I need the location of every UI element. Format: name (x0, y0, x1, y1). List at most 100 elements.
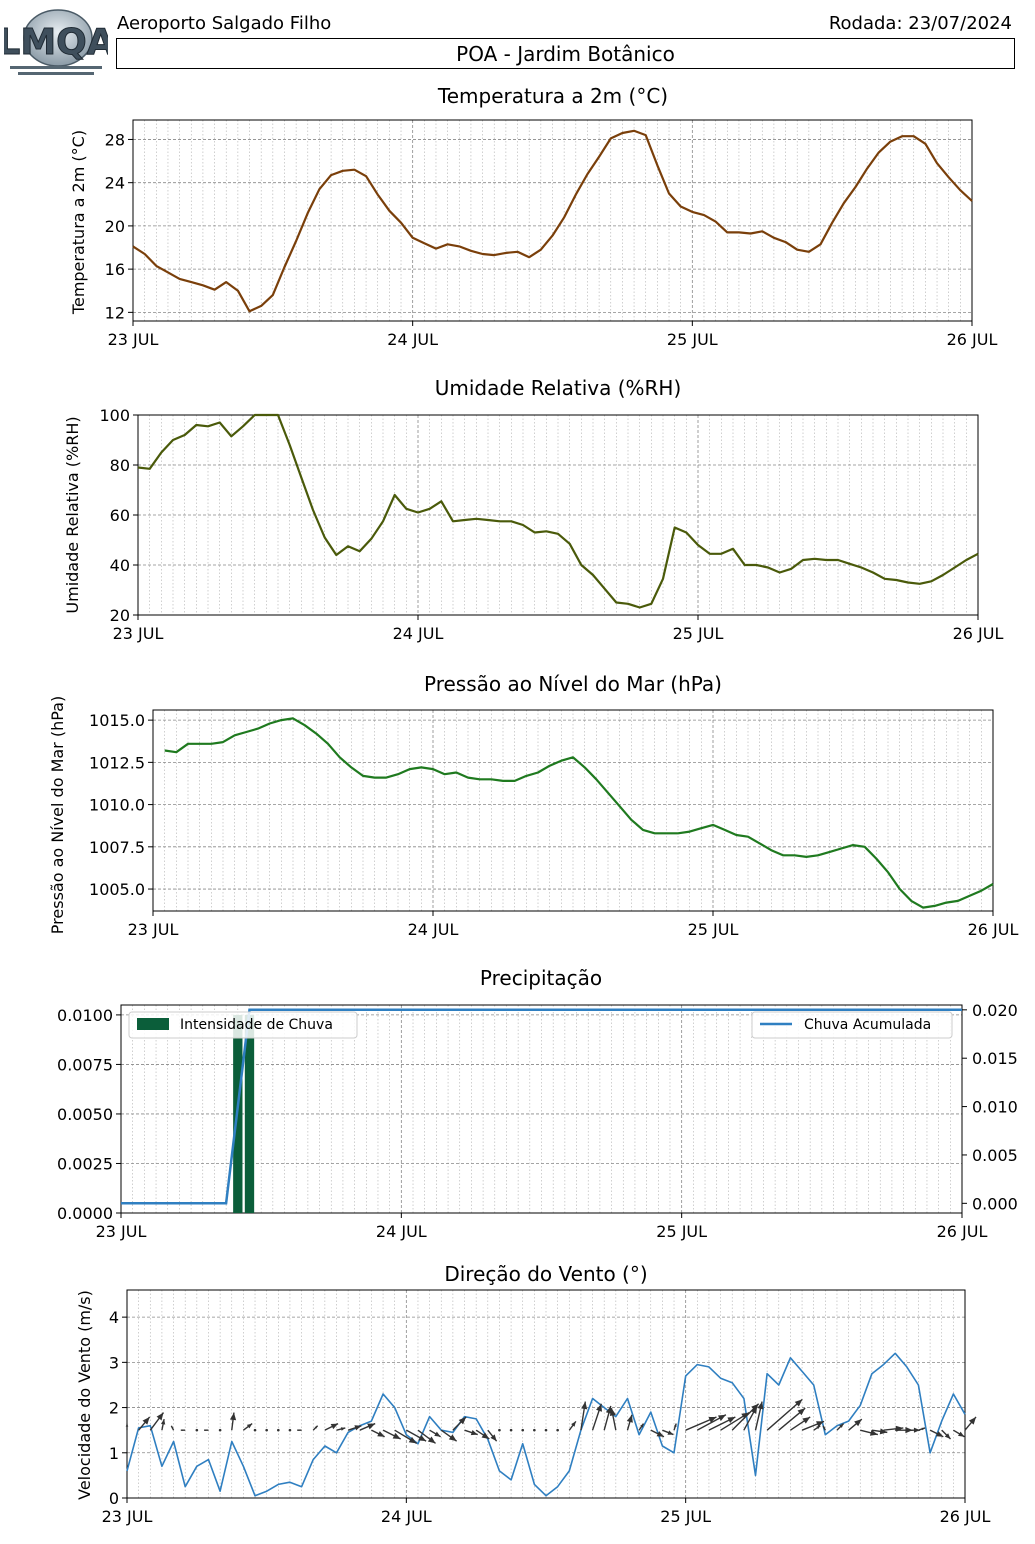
y-tick-label: 0.0000 (57, 1204, 113, 1223)
wind-arrow (591, 1403, 603, 1431)
wind-arrow (336, 1427, 346, 1431)
wind-arrow (312, 1425, 319, 1431)
wind-arrow (860, 1429, 879, 1436)
wind-arrow (822, 1425, 826, 1431)
wind-arrow (170, 1425, 175, 1431)
wind-arrow (429, 1429, 441, 1438)
pressure-line (164, 717, 994, 909)
wind-arrow (509, 1428, 513, 1432)
wind-arrow (685, 1416, 717, 1431)
wind-arrow (138, 1416, 151, 1431)
wind-arrow (778, 1407, 806, 1431)
wind-arrow-head (571, 1421, 576, 1427)
x-tick-label: 23 JUL (102, 1507, 153, 1526)
lmqa-logo: LMQA (0, 4, 115, 82)
x-tick-label: 24 JUL (408, 920, 459, 939)
wind-arrow (475, 1429, 490, 1440)
plot-frame (137, 414, 979, 616)
y-tick-label: 0.0075 (57, 1055, 113, 1074)
wind-arrow (708, 1416, 736, 1431)
wind-arrow (801, 1420, 825, 1431)
plot-area: 12 16 20 24 28 23 JUL 24 JUL 25 JUL 26 JUL (105, 119, 997, 349)
humidity-chart: Umidade Relativa (%RH) Umidade Relativa … (63, 376, 1003, 643)
wind-arrow-head (797, 1408, 806, 1416)
wind-arrow-head (246, 1423, 253, 1429)
plot-area: 0 1 2 3 4 23 JUL 24 JUL 25 JUL 26 JUL (102, 1289, 990, 1526)
x-tick-label: 26 JUL (968, 920, 1019, 939)
wind-arrow (696, 1414, 727, 1431)
logo-graphic: LMQA (0, 9, 115, 75)
y-tick-label: 60 (110, 506, 130, 525)
wind-arrow (918, 1427, 926, 1431)
accumulated-rain-line (121, 1008, 962, 1205)
y-tick-label: 12 (105, 303, 125, 322)
wind-arrow-head (839, 1423, 844, 1428)
run-date-label: Rodada: 23/07/2024 (828, 13, 1012, 34)
wind-arrow-head (640, 1423, 644, 1428)
wind-arrow (440, 1429, 458, 1442)
wind-arrow-head (581, 1401, 588, 1410)
y-axis-label: Umidade Relativa (%RH) (63, 416, 82, 613)
wind-arrow-head (656, 1431, 664, 1437)
wind-arrow-head (879, 1428, 888, 1435)
wind-arrow-head (160, 1419, 166, 1425)
wind-arrow (836, 1423, 845, 1431)
x-tick-label: 24 JUL (387, 330, 438, 349)
x-tick-label: 25 JUL (673, 624, 724, 643)
wind-arrow-shaft (766, 1398, 803, 1431)
wind-arrow (394, 1429, 418, 1444)
wind-arrow-head (418, 1434, 427, 1442)
x-tick-label: 25 JUL (688, 920, 739, 939)
wind-arrow (218, 1428, 222, 1432)
y-axis-label: Velocidade do Vento (m/s) (75, 1290, 94, 1500)
wind-arrow (813, 1425, 821, 1431)
wind-arrow-head (944, 1433, 951, 1439)
y-tick-label: 20 (105, 217, 125, 236)
wind-arrow (568, 1420, 577, 1431)
wind-arrow-head (156, 1412, 164, 1421)
wind-arrow-head (605, 1405, 612, 1414)
wind-arrow (871, 1428, 888, 1435)
legend-label: Intensidade de Chuva (180, 1017, 333, 1033)
wind-arrow (638, 1423, 645, 1431)
x-tick-label: 23 JUL (113, 624, 164, 643)
wind-arrow (964, 1416, 977, 1431)
wind-arrow-head (750, 1405, 758, 1414)
chart-title: Precipitação (480, 966, 602, 990)
wind-arrow (673, 1423, 677, 1431)
wind-arrow (556, 1428, 559, 1432)
wind-arrow-head (921, 1427, 926, 1431)
y-tick-label: 0.0050 (57, 1105, 113, 1124)
wind-arrow-head (458, 1416, 467, 1425)
wind-arrow (498, 1428, 501, 1432)
wind-arrow (277, 1428, 280, 1432)
y-tick-label: 4 (109, 1308, 119, 1327)
wind-arrow-head (377, 1431, 385, 1437)
y-tick-label: 24 (105, 174, 125, 193)
wind-arrow (160, 1419, 166, 1431)
wind-arrow-head (816, 1421, 825, 1428)
y-tick-label: 0.0025 (57, 1154, 113, 1173)
wind-arrow-head (314, 1425, 318, 1429)
y2-tick-label: 0.020 (972, 1001, 1018, 1020)
y-axis-label: Pressão ao Nível do Mar (hPa) (48, 696, 67, 934)
y-tick-label: 40 (110, 556, 130, 575)
chart-title: Temperatura a 2m (°C) (437, 84, 668, 108)
wind-arrow (766, 1398, 803, 1431)
wind-arrow (929, 1429, 944, 1438)
y-tick-label: 80 (110, 456, 130, 475)
wind-arrow-head (794, 1399, 803, 1407)
y-tick-label: 100 (99, 406, 130, 425)
wind-arrow (743, 1405, 758, 1431)
wind-arrow-head (958, 1431, 965, 1437)
y-tick-label: 1007.5 (89, 838, 145, 857)
wind-arrow-head (802, 1416, 811, 1424)
wind-arrow (417, 1429, 436, 1444)
wind-arrow-head (727, 1416, 736, 1424)
wind-arrow (347, 1425, 362, 1431)
wind-arrow-head (869, 1429, 878, 1436)
y2-tick-label: 0.005 (972, 1146, 1018, 1165)
wind-arrow (204, 1429, 209, 1432)
plot-frame (120, 1004, 963, 1214)
y-tick-label: 20 (110, 606, 130, 625)
